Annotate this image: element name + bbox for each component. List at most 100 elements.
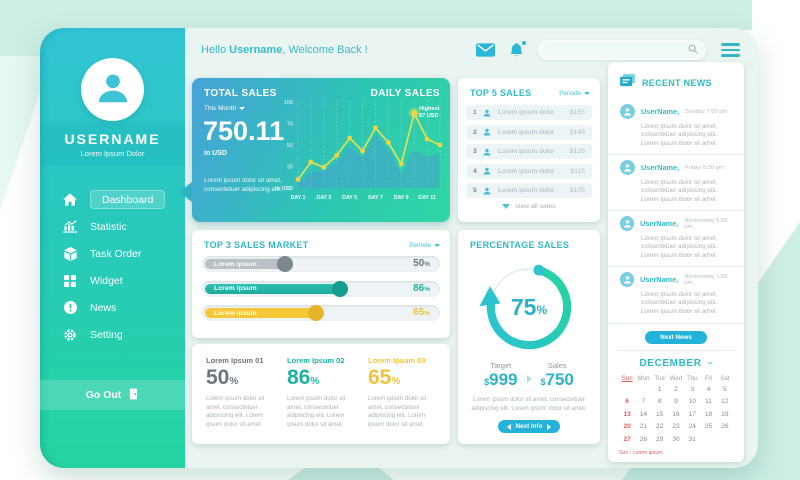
news-stack-icon (620, 74, 635, 92)
person-icon (483, 148, 492, 156)
calendar-day[interactable] (700, 436, 716, 445)
periode-dropdown[interactable]: Periode (409, 242, 440, 249)
sidebar-item-widget[interactable]: Widget (40, 267, 185, 294)
periode-label: Periode (559, 89, 581, 97)
calendar-day[interactable]: 15 (656, 410, 664, 418)
hamburger-menu-icon[interactable] (721, 43, 740, 57)
sidebar-item-setting[interactable]: Setting (40, 321, 185, 348)
divider (618, 349, 734, 351)
market-bar-2[interactable]: Lorem ipsum 86% (202, 280, 440, 297)
weekday-label: Fri (704, 374, 713, 382)
periode-dropdown[interactable]: Periode (559, 90, 590, 97)
calendar-day[interactable]: 5 (723, 385, 727, 393)
calendar-day[interactable]: 13 (623, 410, 631, 418)
person-icon (483, 187, 492, 195)
calendar-day[interactable]: 14 (639, 410, 648, 418)
sidebar-item-statistic[interactable]: Statistic (40, 213, 185, 240)
sidebar-item-label: Dashboard (90, 190, 166, 209)
sales-column: Sales $750 (541, 361, 574, 390)
calendar-day[interactable]: 26 (721, 423, 729, 431)
market-bar-1[interactable]: Lorem ipsum 50% (202, 256, 440, 272)
percentage-sales-card: PERCENTAGE SALES 75% Target $999 (458, 230, 600, 444)
calendar-day[interactable]: 19 (721, 410, 729, 418)
gear-icon (62, 327, 78, 343)
calendar-day[interactable] (635, 386, 651, 395)
sidebar-menu: Dashboard Statistic Task Order Widget (40, 186, 185, 348)
calendar-day[interactable]: 22 (656, 423, 664, 431)
news-item[interactable]: UserName, Wednesday 1:00 pm Lorem ipsum … (608, 267, 744, 324)
sidebar-item-dashboard[interactable]: Dashboard (40, 186, 185, 213)
top5-row[interactable]: 5 Lorem ipsum dolor $105 (466, 183, 592, 198)
month-filter-dropdown[interactable]: This Month (204, 105, 246, 112)
calendar-day[interactable]: 12 (721, 398, 729, 406)
calendar-day[interactable]: 18 (704, 410, 713, 418)
top5-row[interactable]: 4 Lorem ipsum dolor $115 (466, 163, 592, 179)
home-icon (62, 192, 78, 208)
periode-label: Periode (409, 241, 431, 249)
calendar-day[interactable] (619, 386, 635, 395)
calendar-day[interactable]: 3 (690, 385, 695, 393)
calendar-day[interactable]: 7 (641, 398, 646, 406)
bell-icon[interactable] (510, 40, 526, 58)
search-icon[interactable] (688, 41, 698, 59)
calendar-day[interactable]: 21 (639, 423, 648, 431)
total-sales-value: 750.11 (203, 116, 285, 146)
calendar-day[interactable]: 24 (688, 423, 696, 431)
view-all-sales-button[interactable]: view all sales (458, 203, 600, 210)
calendar-day[interactable]: 8 (657, 398, 662, 406)
calendar-day[interactable]: 10 (688, 398, 696, 406)
next-news-button[interactable]: Next News (645, 330, 707, 344)
bar-fill-handle[interactable]: Lorem ipsum (205, 280, 348, 297)
mail-icon[interactable] (476, 43, 495, 57)
calendar-day[interactable]: 17 (688, 410, 696, 418)
top5-row[interactable]: 2 Lorem ipsum dolor $145 (466, 124, 592, 140)
bar-fill-handle[interactable]: Lorem ipsum (205, 256, 293, 272)
calendar-day[interactable]: 25 (704, 423, 713, 431)
weekday-label: Tue (654, 374, 665, 382)
calendar-day[interactable]: 9 (674, 398, 678, 406)
calendar-day[interactable]: 11 (705, 398, 712, 406)
calendar-day[interactable]: 16 (672, 410, 680, 418)
arrow-right-icon (547, 423, 552, 430)
news-item[interactable]: UserName, Sunday 7:00 pm Lorem ipsum dol… (608, 99, 744, 156)
svg-text:87 USD: 87 USD (419, 113, 438, 119)
next-info-button[interactable]: Next Info (498, 420, 560, 434)
calendar-day[interactable]: 23 (672, 423, 680, 431)
bar-chart-icon (62, 219, 78, 235)
weekday-label: Wed (669, 374, 683, 382)
top5-row[interactable]: 1 Lorem ipsum dolor $155 (466, 105, 592, 120)
calendar-day[interactable]: 28 (639, 435, 648, 443)
sidebar-item-news[interactable]: News (40, 294, 185, 321)
calendar-weekday-row: Sun Mon Tue Wed Thu Fri Sat (619, 375, 733, 382)
calendar-day[interactable] (717, 436, 733, 445)
calendar-day[interactable]: 4 (706, 385, 711, 393)
sidebar-item-label: Widget (90, 274, 123, 287)
stats-summary-card: Lorem Ipsum 01 50% Lorem ipsum dolor sit… (192, 344, 450, 444)
calendar-footnote: Sun : Lorem ipsum (619, 449, 663, 456)
news-body: Lorem ipsum dolor sit amet, consectetuer… (641, 290, 718, 316)
calendar-day[interactable]: 1 (657, 385, 662, 393)
svg-text:100: 100 (284, 100, 293, 106)
alert-circle-icon (62, 300, 78, 316)
calendar-month-dropdown[interactable]: DECEMBER (619, 358, 733, 369)
search-bar[interactable] (538, 40, 706, 60)
percentage-value: 75% (510, 293, 548, 320)
calendar-day[interactable]: 29 (656, 435, 664, 443)
news-item[interactable]: UserName, Friday 5:50 pm Lorem ipsum dol… (608, 155, 744, 212)
bar-label: Lorem ipsum (214, 309, 257, 317)
market-bar-3[interactable]: Lorem ipsum 65% (202, 305, 440, 321)
top5-row[interactable]: 3 Lorem ipsum dolor $125 (466, 144, 592, 159)
calendar-day[interactable]: 2 (674, 385, 678, 393)
search-input[interactable] (546, 44, 688, 56)
calendar-day[interactable]: 30 (672, 435, 680, 443)
news-body: Lorem ipsum dolor sit amet, consectetuer… (641, 234, 718, 259)
logout-button[interactable]: Go Out (40, 380, 185, 410)
calendar-day[interactable]: 20 (623, 423, 631, 431)
calendar-month-label: DECEMBER (639, 357, 702, 369)
bar-fill-handle[interactable]: Lorem ipsum (205, 305, 324, 321)
sidebar-item-task-order[interactable]: Task Order (40, 240, 185, 267)
calendar-day[interactable]: 6 (625, 398, 629, 406)
news-item[interactable]: UserName, Wednesday 5:00 pm Lorem ipsum … (608, 211, 744, 268)
calendar-day[interactable]: 27 (623, 435, 631, 443)
calendar-day[interactable]: 31 (688, 435, 696, 443)
